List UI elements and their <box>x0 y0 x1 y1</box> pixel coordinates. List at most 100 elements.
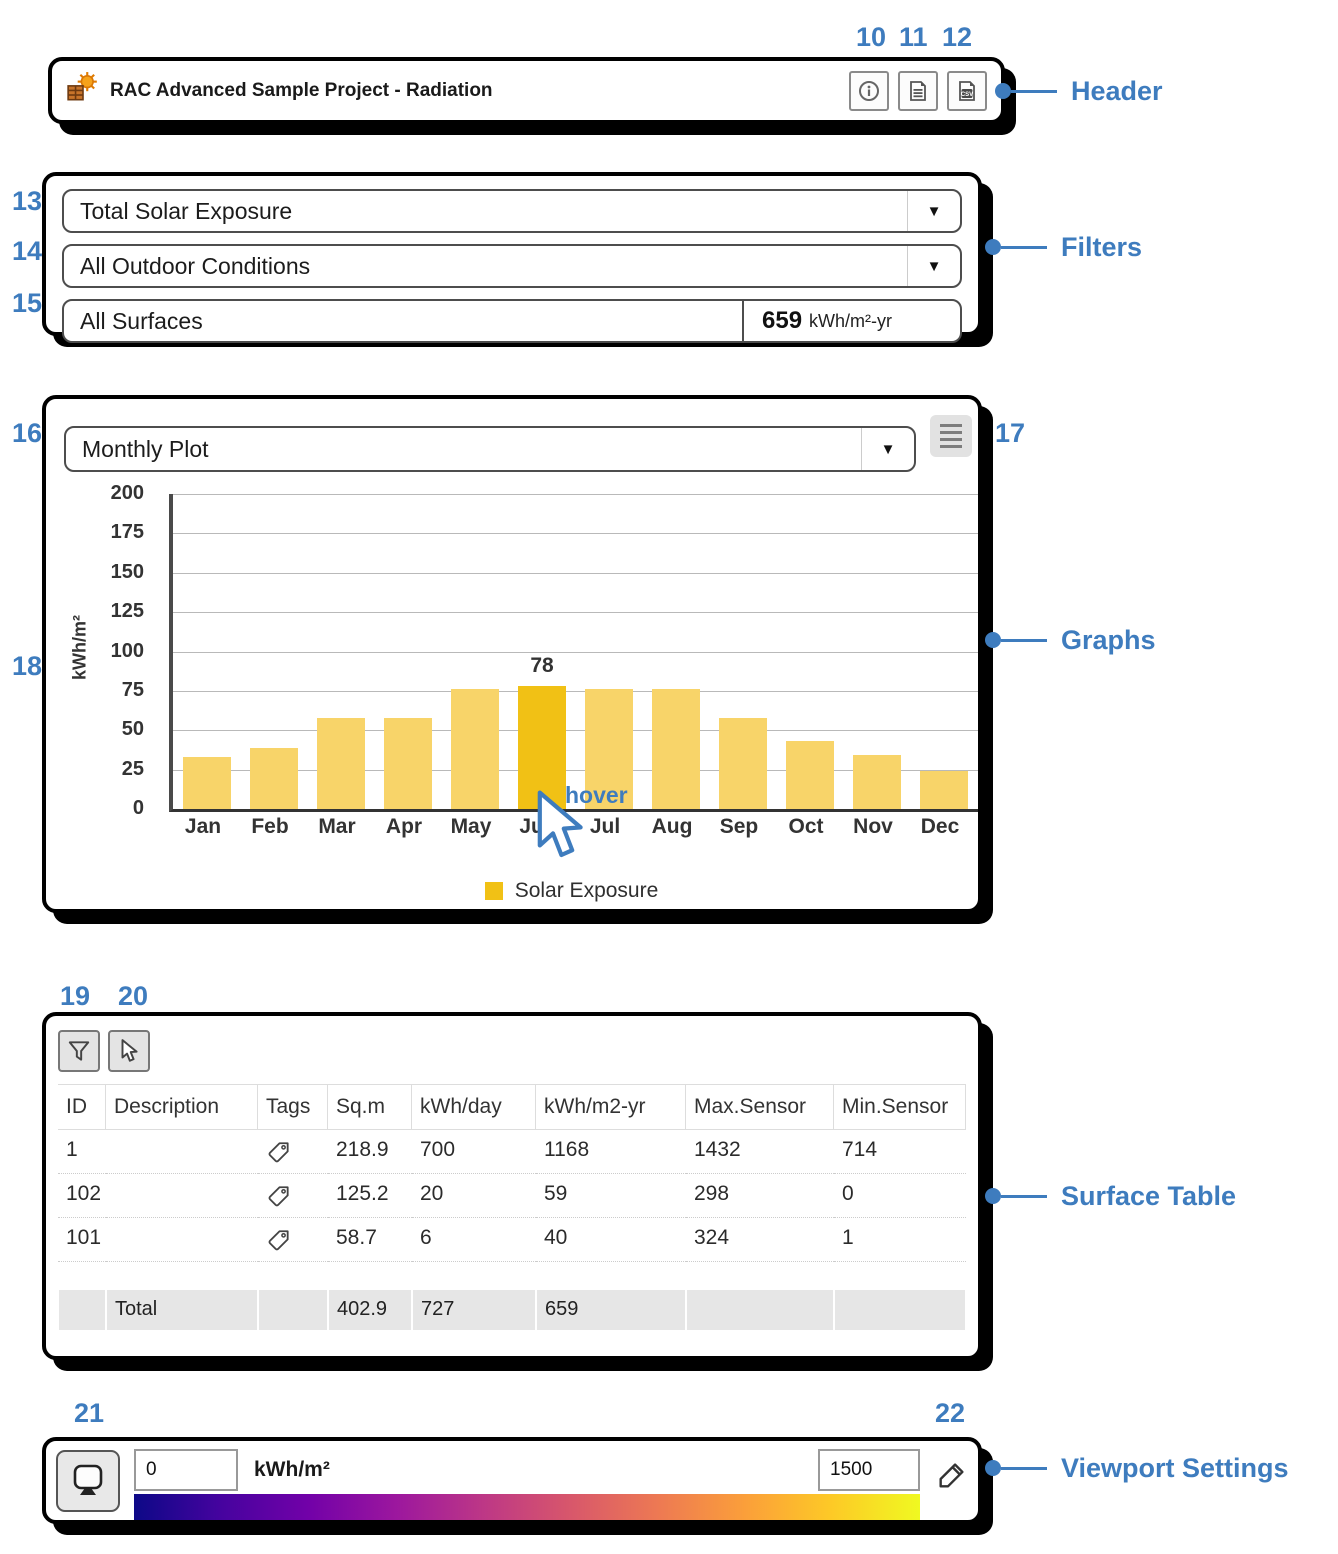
y-tick-label: 125 <box>110 600 144 623</box>
viewport-toggle-button[interactable] <box>56 1450 120 1512</box>
total-cell <box>259 1290 327 1330</box>
bar-jan[interactable] <box>183 757 231 809</box>
monitor-icon <box>73 1464 103 1495</box>
gridline <box>173 572 978 574</box>
scale-min-input[interactable]: 0 <box>134 1449 238 1491</box>
total-cell <box>687 1290 833 1330</box>
table-cell[interactable] <box>106 1130 258 1174</box>
hover-annotation: hover <box>565 782 628 808</box>
total-cell <box>835 1290 965 1330</box>
filter-button[interactable] <box>58 1030 100 1072</box>
table-cell[interactable]: 58.7 <box>328 1218 412 1262</box>
table-cell[interactable]: 1168 <box>536 1130 686 1174</box>
row-id-cell[interactable]: 101 <box>58 1218 106 1262</box>
gridline <box>173 651 978 653</box>
table-cell[interactable]: 218.9 <box>328 1130 412 1174</box>
annotation-number: 10 <box>856 22 887 52</box>
total-cell <box>59 1290 105 1330</box>
bar-oct[interactable] <box>786 741 834 809</box>
x-tick-label: Nov <box>853 815 893 838</box>
total-exposure-readout: 659 kWh/m²-yr <box>742 301 960 341</box>
column-header[interactable]: Tags <box>258 1084 328 1130</box>
table-cell[interactable]: 40 <box>536 1218 686 1262</box>
graphs-panel: Monthly Plot ▼ kWh/m² 0 25 50 75 100 125 150 17… <box>42 395 982 913</box>
y-tick-label: 150 <box>110 560 144 583</box>
table-cell[interactable]: 125.2 <box>328 1174 412 1218</box>
column-header[interactable]: Description <box>106 1084 258 1130</box>
table-cell[interactable]: 0 <box>834 1174 966 1218</box>
table-cell[interactable]: 298 <box>686 1174 834 1218</box>
table-cell[interactable]: 714 <box>834 1130 966 1174</box>
table-cell[interactable]: 324 <box>686 1218 834 1262</box>
column-header[interactable]: Sq.m <box>328 1084 412 1130</box>
empty-row <box>58 1262 966 1288</box>
exposure-dropdown-value: Total Solar Exposure <box>80 197 293 224</box>
gridline <box>173 612 978 614</box>
edit-scale-button[interactable] <box>936 1459 968 1496</box>
chevron-down-icon[interactable]: ▼ <box>907 191 960 231</box>
info-icon <box>859 80 879 101</box>
column-header[interactable]: kWh/day <box>412 1084 536 1130</box>
bar-apr[interactable] <box>384 717 432 809</box>
bar-jun[interactable] <box>518 686 566 809</box>
bar-sep[interactable] <box>719 717 767 809</box>
pencil-icon <box>939 1463 964 1488</box>
total-cell: 402.9 <box>329 1290 411 1330</box>
info-button[interactable] <box>849 70 889 111</box>
callout-surface-table: Surface Table <box>985 1180 1236 1212</box>
table-cell[interactable]: 1432 <box>686 1130 834 1174</box>
annotation-number: 21 <box>74 1398 105 1428</box>
surfaces-field[interactable]: All Surfaces 659 kWh/m²-yr <box>62 299 962 343</box>
row-id-cell[interactable]: 1 <box>58 1130 106 1174</box>
table-cell[interactable]: 20 <box>412 1174 536 1218</box>
chart-menu-button[interactable] <box>930 415 972 457</box>
exposure-dropdown[interactable]: Total Solar Exposure ▼ <box>62 189 962 233</box>
bar-feb[interactable] <box>250 747 298 809</box>
callout-filters: Filters <box>985 231 1142 263</box>
conditions-dropdown[interactable]: All Outdoor Conditions ▼ <box>62 244 962 288</box>
report-icon <box>910 80 926 101</box>
gridline <box>173 769 978 771</box>
plot-type-dropdown[interactable]: Monthly Plot ▼ <box>64 426 916 472</box>
bar-jul[interactable] <box>585 689 633 809</box>
hamburger-icon <box>940 424 962 427</box>
column-header[interactable]: kWh/m2-yr <box>536 1084 686 1130</box>
table-cell[interactable] <box>258 1174 328 1218</box>
x-tick-label: Oct <box>788 815 824 838</box>
report-button[interactable] <box>898 70 938 111</box>
gridline <box>173 494 978 495</box>
csv-export-button[interactable]: CSV <box>947 70 987 111</box>
select-cursor-icon <box>121 1039 138 1062</box>
row-id-cell[interactable]: 102 <box>58 1174 106 1218</box>
table-cell[interactable]: 700 <box>412 1130 536 1174</box>
table-cell[interactable]: 59 <box>536 1174 686 1218</box>
annotation-number: 20 <box>118 981 149 1011</box>
y-tick-label: 50 <box>121 718 144 741</box>
table-cell[interactable] <box>258 1218 328 1262</box>
bar-aug[interactable] <box>652 689 700 809</box>
table-cell[interactable]: 6 <box>412 1218 536 1262</box>
x-tick-label: Feb <box>251 815 289 838</box>
scale-max-input[interactable]: 1500 <box>818 1449 920 1491</box>
bar-may[interactable] <box>451 689 499 809</box>
y-axis-ticks: 0 25 50 75 100 125 150 175 200 <box>46 482 158 819</box>
bar-nov[interactable] <box>853 755 901 809</box>
select-button[interactable] <box>108 1030 150 1072</box>
scale-unit-label: kWh/m² <box>254 1458 330 1481</box>
column-header[interactable]: Max.Sensor <box>686 1084 834 1130</box>
callout-header: Header <box>995 75 1163 107</box>
colormap-gradient <box>134 1494 920 1520</box>
table-cell[interactable] <box>106 1218 258 1262</box>
bar-dec[interactable] <box>920 771 968 809</box>
bar-value-label: 78 <box>530 654 554 678</box>
table-cell[interactable] <box>258 1130 328 1174</box>
chevron-down-icon[interactable]: ▼ <box>861 428 914 470</box>
total-exposure-value: 659 <box>762 307 803 334</box>
y-tick-label: 75 <box>121 678 144 701</box>
column-header[interactable]: Min.Sensor <box>834 1084 966 1130</box>
table-cell[interactable] <box>106 1174 258 1218</box>
bar-mar[interactable] <box>317 717 365 809</box>
table-cell[interactable]: 1 <box>834 1218 966 1262</box>
chevron-down-icon[interactable]: ▼ <box>907 246 960 286</box>
column-header[interactable]: ID <box>58 1084 106 1130</box>
